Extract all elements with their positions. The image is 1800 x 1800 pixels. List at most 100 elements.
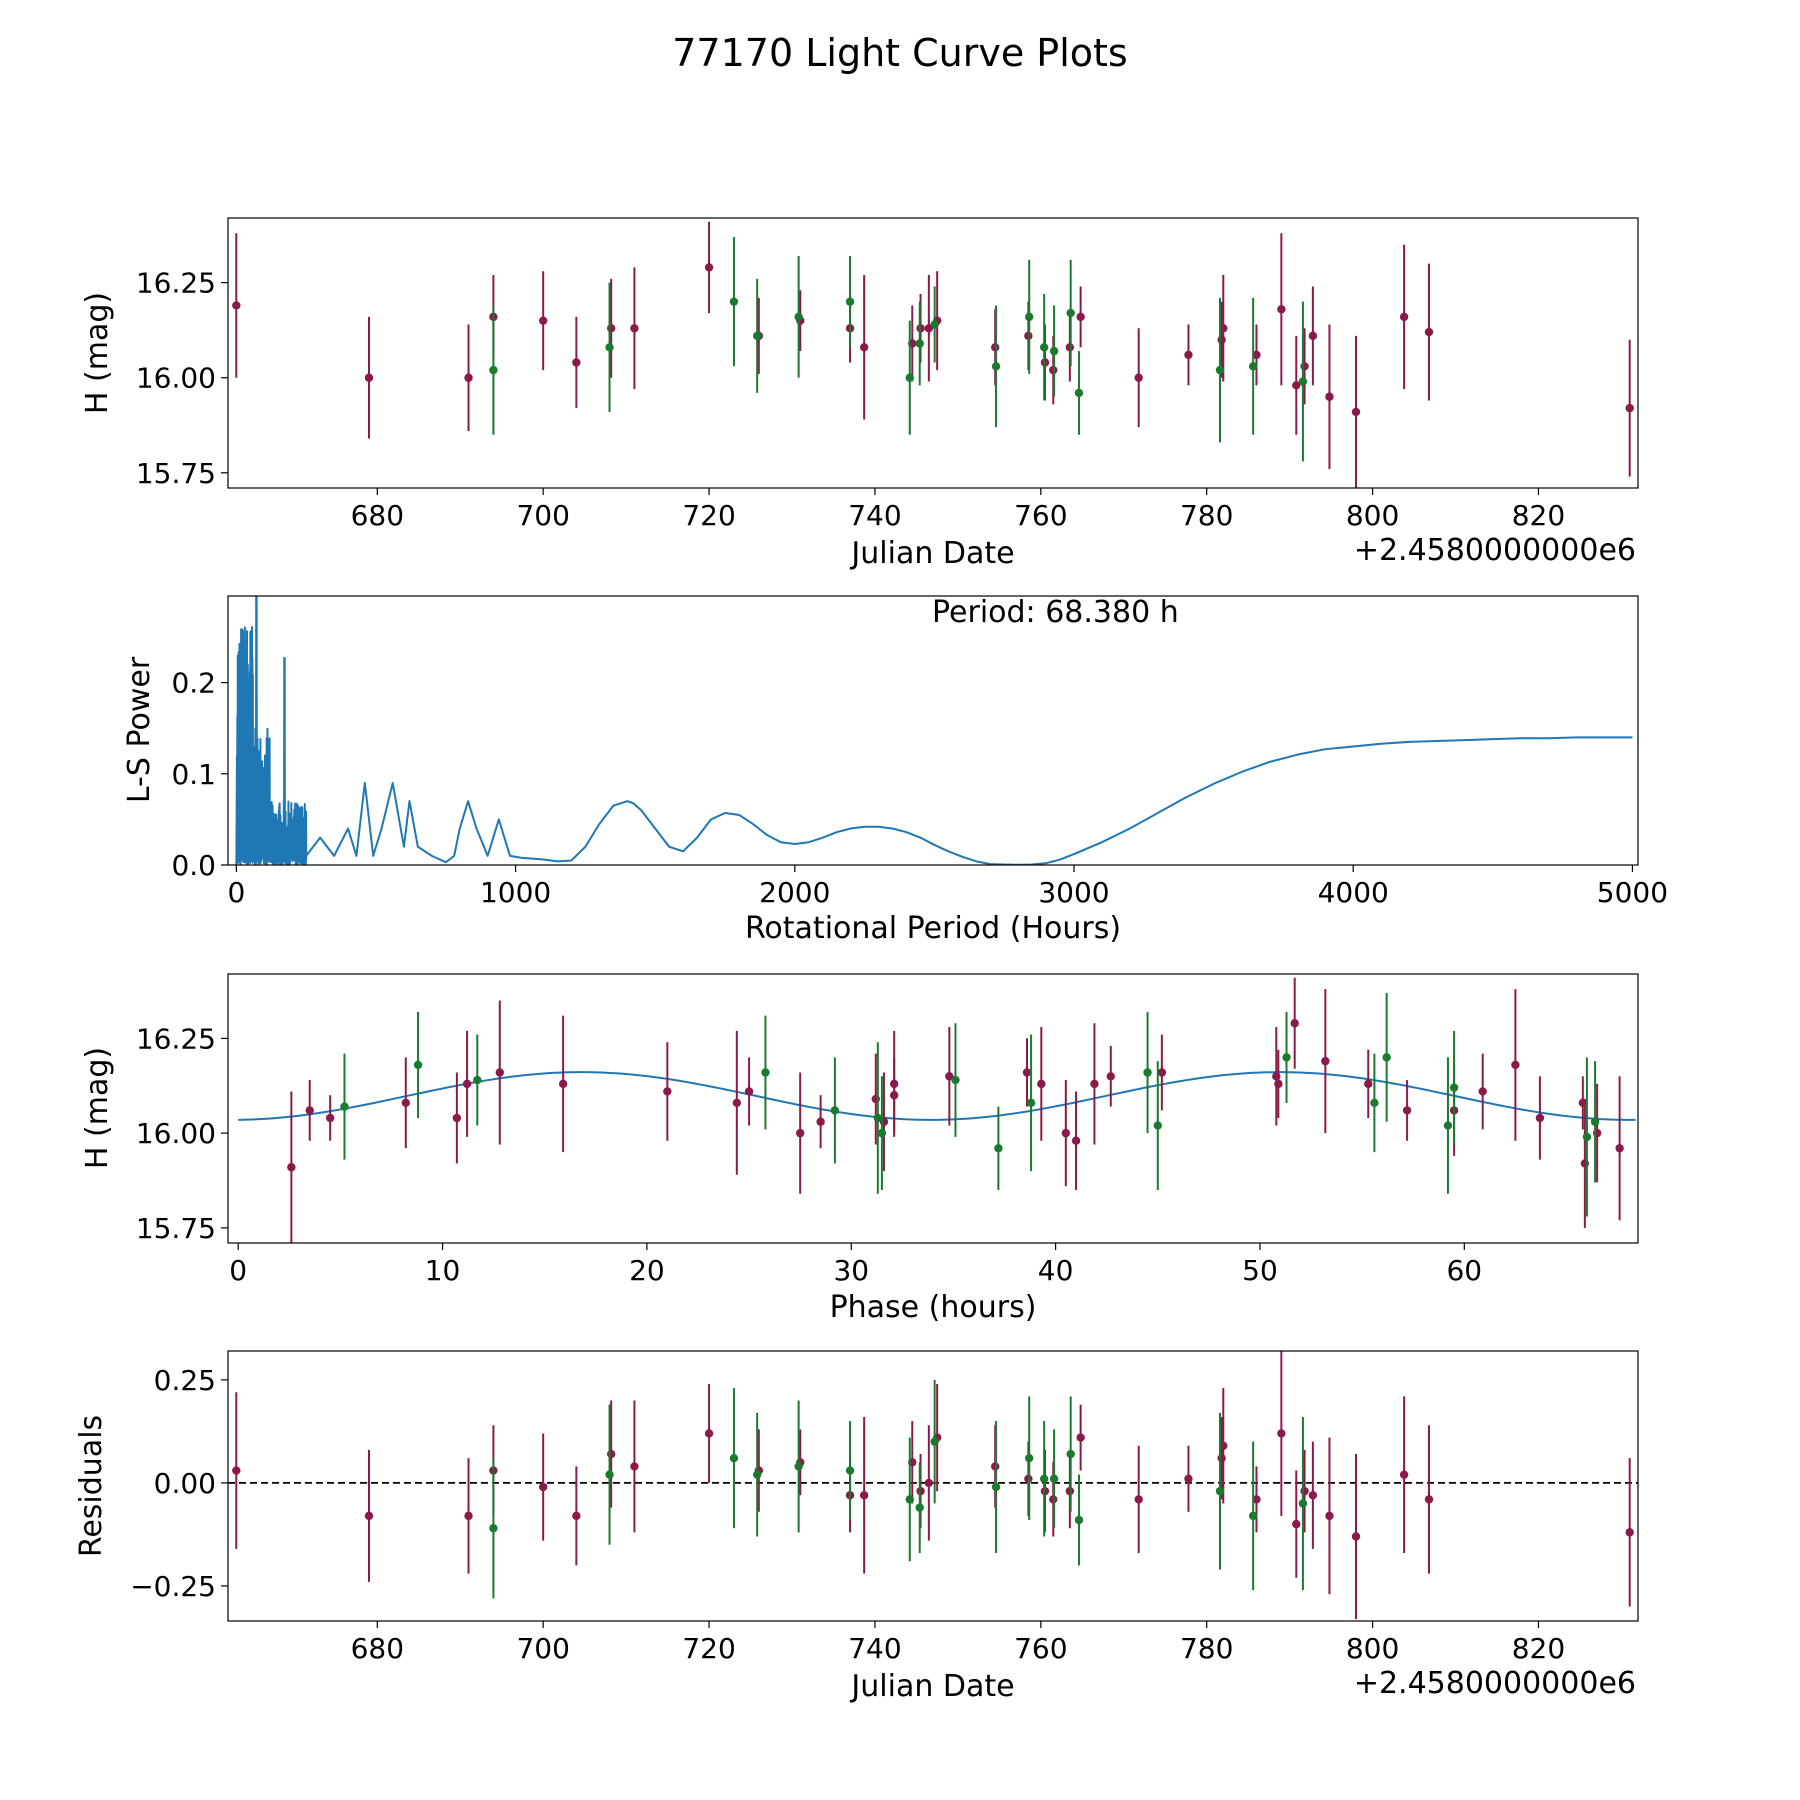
data-point bbox=[1066, 308, 1075, 318]
data-point bbox=[495, 1068, 504, 1077]
data-layer bbox=[232, 221, 1634, 488]
data-point bbox=[1478, 1087, 1487, 1096]
data-point bbox=[1022, 1068, 1032, 1077]
data-point bbox=[473, 1075, 482, 1085]
data-point bbox=[630, 324, 639, 333]
periodogram-line bbox=[235, 596, 1633, 865]
data-point bbox=[1325, 392, 1334, 401]
panel-phased-light-curve: Phase (hours) H (mag) 0 10 20 30 40 50 60 15.75… bbox=[80, 973, 1639, 1325]
x-tick-label: 700 bbox=[516, 499, 569, 532]
data-point bbox=[1219, 324, 1228, 333]
data-point bbox=[1184, 1474, 1193, 1483]
y-tick-label: 0.0 bbox=[171, 849, 216, 882]
data-point bbox=[795, 1128, 805, 1138]
figure-title: 77170 Light Curve Plots bbox=[672, 31, 1127, 75]
data-point bbox=[1590, 1117, 1600, 1126]
x-tick-label: 780 bbox=[1180, 499, 1233, 532]
data-point bbox=[462, 1079, 472, 1089]
data-point bbox=[1274, 1079, 1283, 1089]
data-point bbox=[1308, 331, 1318, 341]
x-tick-label: 680 bbox=[351, 1632, 404, 1665]
data-point bbox=[1039, 343, 1049, 352]
data-point bbox=[732, 1098, 742, 1108]
data-point bbox=[1449, 1083, 1459, 1092]
x-tick-label: 10 bbox=[425, 1254, 461, 1287]
data-point bbox=[1402, 1106, 1412, 1115]
data-point bbox=[232, 301, 241, 310]
x-tick-label: 700 bbox=[516, 1632, 569, 1665]
x-tick-label: 800 bbox=[1346, 1632, 1399, 1665]
x-tick-label: 800 bbox=[1346, 499, 1399, 532]
data-point bbox=[489, 365, 498, 375]
data-point bbox=[1134, 1495, 1143, 1504]
period-annotation: Period: 68.380 h bbox=[932, 595, 1179, 630]
panel-periodogram: Period: 68.380 h Rotational Period (Hour… bbox=[122, 595, 1668, 946]
data-point bbox=[1298, 377, 1308, 386]
data-point bbox=[489, 1524, 498, 1533]
data-point bbox=[364, 373, 374, 382]
data-point bbox=[605, 343, 614, 352]
data-point bbox=[1066, 1449, 1075, 1459]
axes-frame-1 bbox=[227, 217, 1639, 489]
panel-residuals: Julian Date Residuals +2.4580000000e6 68… bbox=[74, 1350, 1639, 1704]
data-point bbox=[1039, 1474, 1049, 1483]
x-axis-label-1: Julian Date bbox=[849, 536, 1014, 571]
data-point bbox=[915, 1503, 924, 1512]
data-point bbox=[859, 1491, 869, 1500]
axes-frame-4 bbox=[227, 1350, 1639, 1622]
data-point bbox=[1625, 1528, 1634, 1537]
data-point bbox=[538, 316, 548, 325]
data-point bbox=[605, 1470, 614, 1479]
data-point bbox=[464, 1511, 473, 1521]
data-point bbox=[830, 1106, 840, 1115]
data-point bbox=[1321, 1056, 1330, 1066]
data-point bbox=[924, 1478, 934, 1488]
x-tick-label: 50 bbox=[1242, 1254, 1278, 1287]
y-axis-label-3: H (mag) bbox=[80, 1047, 115, 1169]
data-point bbox=[452, 1113, 462, 1123]
data-point bbox=[915, 339, 924, 348]
x-axis-label-4: Julian Date bbox=[849, 1669, 1014, 1704]
data-point bbox=[794, 1462, 803, 1471]
data-point bbox=[1277, 1429, 1286, 1438]
y-tick-label: 0.1 bbox=[171, 758, 216, 791]
data-point bbox=[630, 1462, 639, 1471]
data-point bbox=[873, 1113, 883, 1123]
x-tick-label: 820 bbox=[1512, 1632, 1565, 1665]
y-axis-label-1: H (mag) bbox=[80, 292, 115, 414]
data-point bbox=[816, 1117, 825, 1126]
x-tick-label: 40 bbox=[1038, 1254, 1074, 1287]
data-point bbox=[951, 1075, 960, 1085]
data-point bbox=[1074, 1515, 1084, 1525]
y-tick-label: 0.00 bbox=[154, 1467, 216, 1500]
data-point bbox=[1076, 312, 1085, 322]
axes-frame-2 bbox=[227, 595, 1639, 866]
data-point bbox=[994, 1144, 1003, 1153]
data-point bbox=[1399, 1470, 1409, 1479]
data-point bbox=[1370, 1098, 1379, 1108]
data-point bbox=[413, 1060, 423, 1070]
x-tick-label: 30 bbox=[833, 1254, 869, 1287]
data-point bbox=[905, 373, 914, 382]
data-point bbox=[1026, 1098, 1036, 1108]
data-point bbox=[1076, 1433, 1085, 1442]
data-point bbox=[1535, 1113, 1545, 1123]
y-tick-label: −0.25 bbox=[130, 1570, 216, 1603]
y-tick-label: 16.00 bbox=[136, 1117, 216, 1150]
data-point bbox=[1134, 373, 1143, 382]
data-point bbox=[401, 1098, 410, 1108]
data-point bbox=[1252, 350, 1261, 360]
x-tick-label: 0 bbox=[227, 876, 245, 909]
data-point bbox=[1582, 1132, 1592, 1142]
data-point bbox=[1153, 1121, 1162, 1130]
data-point bbox=[1157, 1068, 1167, 1077]
data-point bbox=[305, 1106, 314, 1115]
data-point bbox=[1219, 1441, 1228, 1451]
data-point bbox=[1217, 1453, 1226, 1463]
data-point bbox=[1049, 1474, 1059, 1483]
x-tick-label: 60 bbox=[1446, 1254, 1482, 1287]
data-point bbox=[1424, 1495, 1434, 1504]
data-point bbox=[1511, 1060, 1520, 1070]
axes-frame-3 bbox=[227, 973, 1639, 1244]
data-point bbox=[1615, 1144, 1624, 1153]
